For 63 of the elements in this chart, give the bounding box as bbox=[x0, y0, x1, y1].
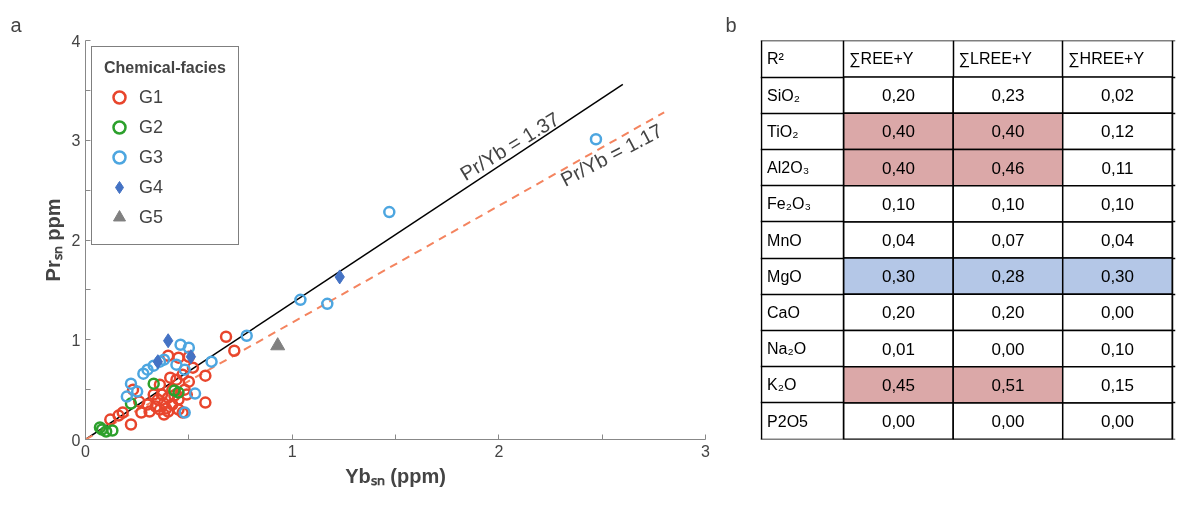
data-label: 0,20 bbox=[881, 303, 916, 323]
data-label: 0,00 bbox=[1100, 412, 1135, 432]
y-tick-label: 3 bbox=[71, 132, 81, 150]
data-label: 0,40 bbox=[881, 158, 916, 178]
data-label: 0,00 bbox=[1100, 303, 1135, 323]
data-label: 0,04 bbox=[1100, 231, 1135, 250]
y-tick-label: Fe₂O₃ bbox=[767, 195, 811, 213]
x-tick-label: ∑LREE+Y bbox=[958, 50, 1033, 69]
x-tick-label: ∑REE+Y bbox=[849, 50, 914, 69]
y-tick-label: 4 bbox=[71, 32, 81, 50]
text: a bbox=[10, 13, 23, 36]
y-tick-label: 2 bbox=[71, 232, 81, 249]
y-tick-label: SiO₂ bbox=[767, 86, 800, 104]
data-label: 0,23 bbox=[991, 86, 1025, 106]
x-tick-label: 3 bbox=[701, 442, 711, 460]
data-label: 0,40 bbox=[991, 122, 1025, 142]
y-tick-label: Al2O₃ bbox=[767, 159, 810, 177]
data-label: 0,15 bbox=[1100, 375, 1135, 395]
x-axis-title: Ybₛₙ (ppm) bbox=[345, 464, 446, 487]
y-tick-label: TiO₂ bbox=[767, 122, 799, 140]
data-label: 0,30 bbox=[881, 267, 916, 287]
data-label: 0,11 bbox=[1101, 158, 1134, 178]
data-label: 0,07 bbox=[991, 231, 1025, 250]
data-label: 0,10 bbox=[1100, 339, 1135, 359]
y-tick-label: Na₂O bbox=[767, 340, 807, 358]
data-label: 0,00 bbox=[881, 412, 916, 432]
y-tick-label: MgO bbox=[767, 267, 802, 285]
y-axis-title: R² bbox=[767, 50, 785, 68]
x-tick-label: 2 bbox=[494, 442, 504, 460]
data-label: 0,12 bbox=[1100, 122, 1135, 142]
x-tick-label: ∑HREE+Y bbox=[1068, 50, 1145, 69]
data-label: 0,20 bbox=[881, 86, 916, 106]
data-label: 0,10 bbox=[991, 194, 1025, 214]
y-tick-label: P2O5 bbox=[767, 412, 809, 430]
annotation: Pr/Yb = 1.17 bbox=[556, 119, 667, 191]
data-label: 0,30 bbox=[1100, 267, 1135, 287]
data-label: 0,10 bbox=[881, 194, 916, 214]
y-tick-label: K₂O bbox=[767, 376, 797, 394]
data-label: 0,20 bbox=[991, 303, 1025, 323]
y-axis-title: Prₛₙ ppm bbox=[41, 198, 64, 282]
data-label: 0,00 bbox=[991, 339, 1025, 359]
text: b bbox=[725, 13, 737, 36]
data-label: 0,02 bbox=[1100, 86, 1135, 106]
data-label: 0,01 bbox=[881, 339, 916, 359]
y-tick-label: 0 bbox=[71, 431, 81, 449]
data-label: 0,10 bbox=[1100, 194, 1135, 214]
data-label: 0,45 bbox=[881, 375, 916, 395]
legend-label: G1 bbox=[139, 86, 164, 108]
legend-title: Chemical-facies bbox=[104, 59, 226, 77]
y-tick-label: 1 bbox=[71, 331, 81, 349]
legend-label: G3 bbox=[139, 146, 164, 168]
y-tick-label: MnO bbox=[767, 231, 802, 249]
data-label: 0,28 bbox=[991, 267, 1025, 287]
data-label: 0,04 bbox=[881, 231, 916, 250]
legend-label: G5 bbox=[139, 206, 164, 228]
data-label: 0,00 bbox=[991, 412, 1025, 432]
data-label: 0,40 bbox=[881, 122, 916, 142]
legend-label: G4 bbox=[139, 176, 164, 198]
data-label: 0,51 bbox=[991, 375, 1025, 395]
x-tick-label: 1 bbox=[287, 442, 297, 460]
data-label: 0,46 bbox=[991, 158, 1025, 178]
y-tick-label: CaO bbox=[767, 303, 800, 321]
legend-label: G2 bbox=[139, 116, 164, 138]
